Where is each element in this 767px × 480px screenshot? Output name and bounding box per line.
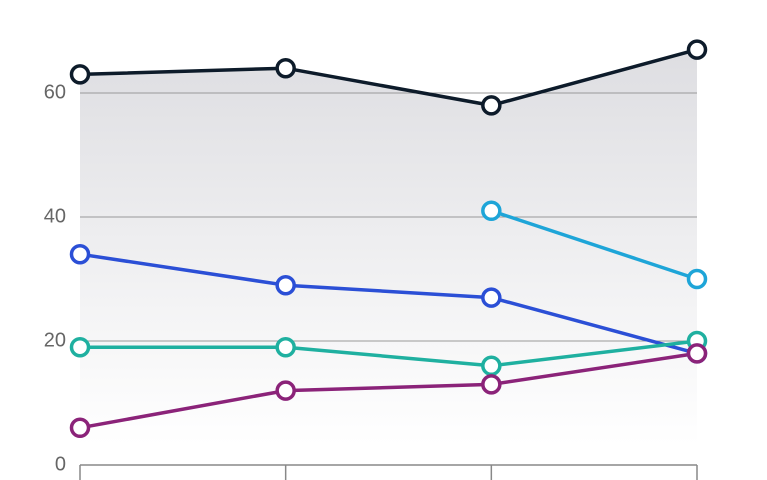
series-line	[490, 209, 698, 281]
point	[275, 274, 296, 296]
series-line	[79, 351, 698, 430]
y-tick-label: 20	[44, 329, 66, 351]
series-line	[79, 47, 698, 108]
point	[481, 374, 502, 395]
point	[686, 343, 708, 364]
y-tick-label: 0	[55, 453, 66, 475]
point	[481, 200, 502, 222]
point	[275, 336, 296, 358]
point	[69, 243, 91, 265]
series-line	[80, 339, 698, 368]
point	[686, 39, 708, 60]
point	[69, 417, 91, 439]
y-tick-label: 40	[44, 205, 66, 227]
point	[275, 57, 296, 79]
point	[275, 380, 296, 401]
series-line	[79, 252, 698, 356]
point	[481, 287, 502, 308]
y-tick-label: 60	[44, 81, 66, 103]
point	[686, 268, 708, 290]
point	[481, 355, 502, 377]
point	[481, 95, 502, 116]
point	[69, 64, 91, 85]
point	[69, 336, 91, 358]
